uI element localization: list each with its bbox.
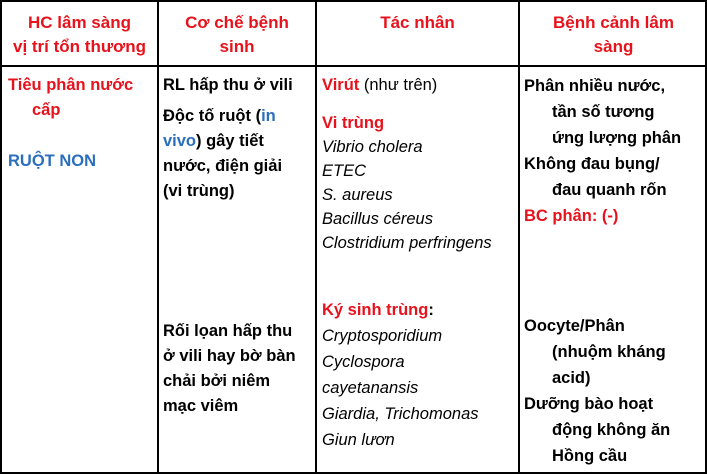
- column-divider: [315, 2, 317, 472]
- agent-cell: Virút (như trên) Vi trùng Vibrio cholera…: [322, 76, 492, 252]
- mechanism-cell: RL hấp thu ở vili Độc tố ruột (in vivo) …: [163, 76, 293, 200]
- header-agent: Tác nhân: [380, 13, 455, 32]
- header-clinical-picture: Bệnh cảnh lâm sàng: [553, 13, 674, 56]
- clinical-cell: Phân nhiều nước, tần số tương ứng lượng …: [524, 73, 707, 229]
- mechanism-cell-2: Rối lọan hấp thu ở vili hay bờ bàn chải …: [163, 322, 296, 415]
- column-divider: [518, 2, 520, 472]
- wbc-stool-label: BC phân: (-): [524, 207, 619, 225]
- header-clinical-location: HC lâm sàng vị trí tổn thương: [13, 13, 146, 56]
- clinical-cell-2: Oocyte/Phân (nhuộm kháng acid) Dưỡng bào…: [524, 317, 671, 465]
- header-divider: [2, 65, 705, 67]
- location-label: RUỘT NON: [8, 152, 96, 170]
- syndrome-cell: Tiêu phân nước cấp RUỘT NON: [8, 73, 156, 174]
- parasite-cell: Ký sinh trùng: Cryptosporidium Cyclospor…: [322, 301, 479, 449]
- header-mechanism: Cơ chế bệnh sinh: [185, 13, 289, 56]
- column-divider: [157, 2, 159, 472]
